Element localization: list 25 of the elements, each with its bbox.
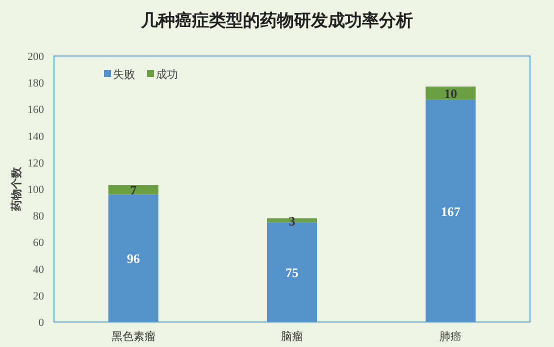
bar: [108, 185, 158, 194]
data-label: 96: [126, 251, 140, 266]
x-tick-label: 脑瘤: [281, 330, 303, 343]
data-label: 7: [130, 182, 138, 198]
data-label: 167: [440, 204, 461, 219]
y-tick-label: 200: [28, 51, 44, 63]
bar: [426, 86, 476, 100]
y-tick-label: 40: [33, 264, 44, 276]
y-tick-label: 80: [33, 210, 44, 223]
legend-label: 成功: [156, 68, 178, 81]
y-tick-label: 140: [28, 130, 44, 143]
y-tick-label: 60: [33, 237, 44, 250]
y-tick-label: 180: [28, 78, 44, 90]
legend-label: 失败: [113, 68, 135, 81]
y-tick-label: 160: [28, 104, 44, 116]
x-tick-label: 肺癌: [440, 330, 462, 343]
data-label: 10: [444, 86, 458, 102]
x-tick-label: 黑色素瘤: [111, 330, 156, 343]
y-tick-label: 120: [28, 157, 44, 170]
y-tick-label: 0: [38, 317, 44, 329]
data-label: 75: [286, 265, 299, 280]
y-tick-label: 20: [33, 290, 44, 302]
y-tick-label: 100: [28, 184, 44, 196]
y-axis-title: 药物个数: [10, 166, 23, 212]
chart-title: 几种癌症类型的药物研发成功率分析: [140, 11, 413, 31]
